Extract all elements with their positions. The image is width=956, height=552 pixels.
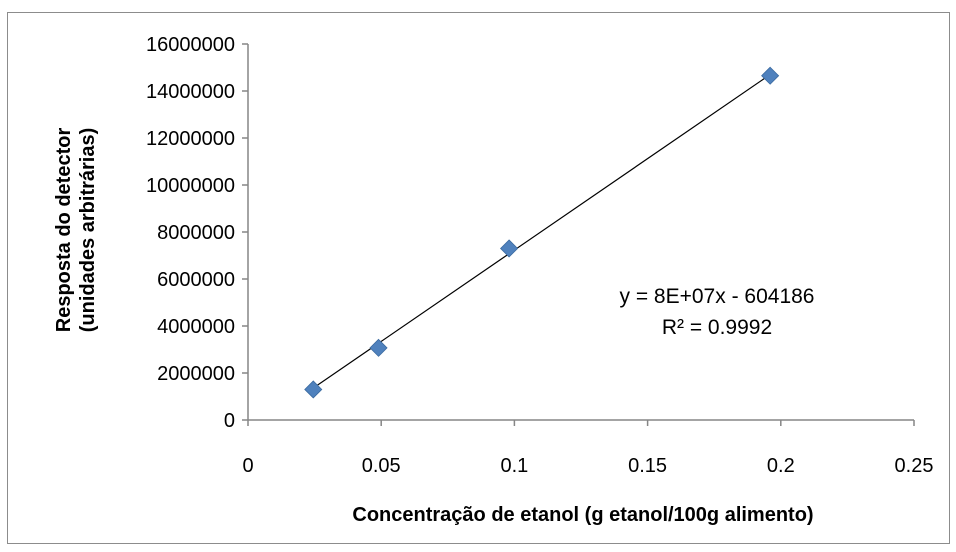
x-tick-label: 0.1 [500, 455, 528, 477]
y-axis-title-line-1: Resposta do detector [53, 128, 75, 333]
trendline-r-squared: R² = 0.9992 [662, 316, 772, 339]
x-ticks: 0 0.05 0.1 0.15 0.2 0.25 [242, 420, 933, 477]
y-tick-label: 16000000 [146, 34, 235, 56]
x-tick-label: 0.15 [628, 455, 667, 477]
y-tick-label: 4000000 [157, 316, 235, 338]
x-tick-label: 0.05 [362, 455, 401, 477]
data-point [369, 338, 388, 357]
y-tick-label: 10000000 [146, 175, 235, 197]
trendline-equation: y = 8E+07x - 604186 [620, 285, 815, 308]
x-axis-title: Concentração de etanol (g etanol/100g al… [352, 504, 813, 526]
trendline [312, 74, 771, 389]
x-tick-label: 0.2 [767, 455, 795, 477]
y-tick-label: 2000000 [157, 363, 235, 385]
y-ticks: 0 2000000 4000000 6000000 8000000 10000000 120… [146, 34, 248, 432]
data-point [761, 66, 780, 85]
data-point [304, 380, 323, 399]
y-tick-label: 0 [224, 410, 235, 432]
y-tick-label: 6000000 [157, 269, 235, 291]
data-points [304, 66, 780, 399]
y-axis-title-line-2: (unidades arbitrárias) [77, 128, 99, 333]
y-tick-label: 12000000 [146, 128, 235, 150]
chart-area [7, 12, 950, 544]
y-tick-label: 14000000 [146, 81, 235, 103]
x-tick-label: 0 [242, 455, 253, 477]
data-point [500, 239, 519, 258]
y-tick-label: 8000000 [157, 222, 235, 244]
x-tick-label: 0.25 [895, 455, 934, 477]
